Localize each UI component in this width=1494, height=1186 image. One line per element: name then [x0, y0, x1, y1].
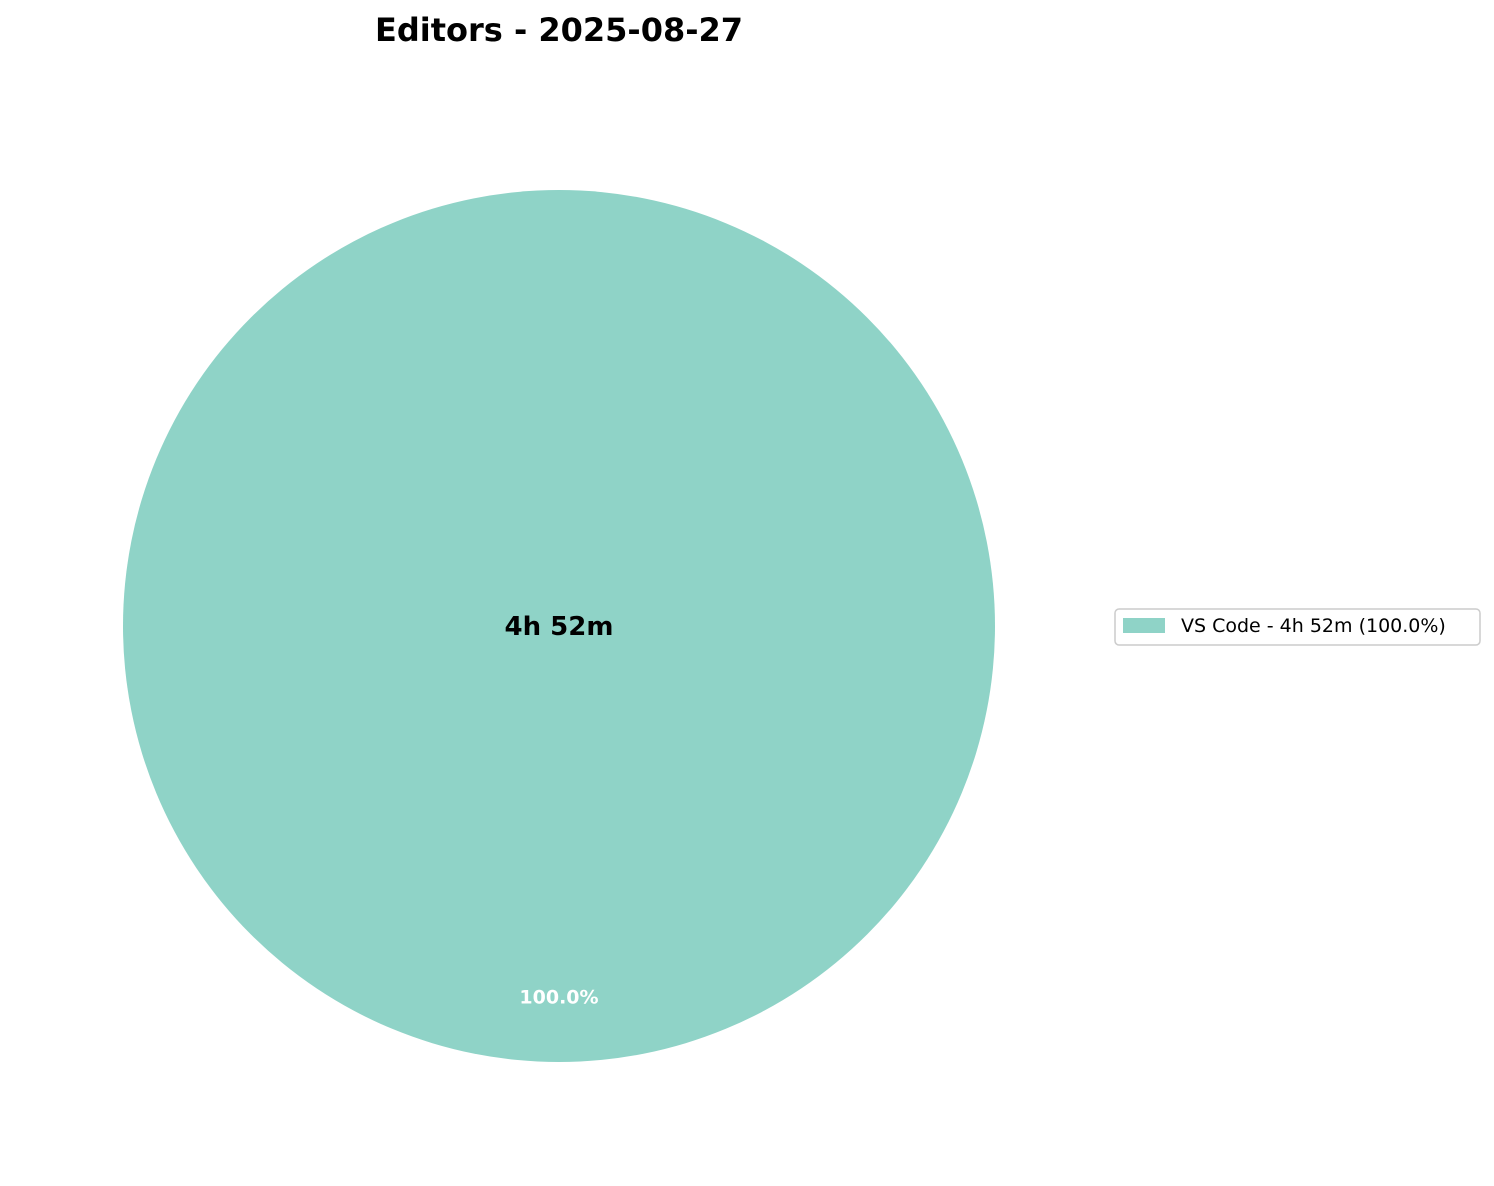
percent-labels: 100.0% — [519, 987, 598, 1009]
legend-swatch-0 — [1123, 618, 1165, 633]
percent-label-0: 100.0% — [519, 987, 598, 1009]
chart-title: Editors - 2025-08-27 — [375, 11, 743, 49]
pie-slice-0 — [123, 190, 995, 1062]
legend-frame — [1114, 608, 1481, 646]
legend-label-0: VS Code - 4h 52m (100.0%) — [1181, 615, 1446, 637]
legend: VS Code - 4h 52m (100.0%) — [1114, 608, 1481, 646]
pie-slices — [123, 190, 995, 1062]
center-total-label: 4h 52m — [505, 612, 614, 642]
